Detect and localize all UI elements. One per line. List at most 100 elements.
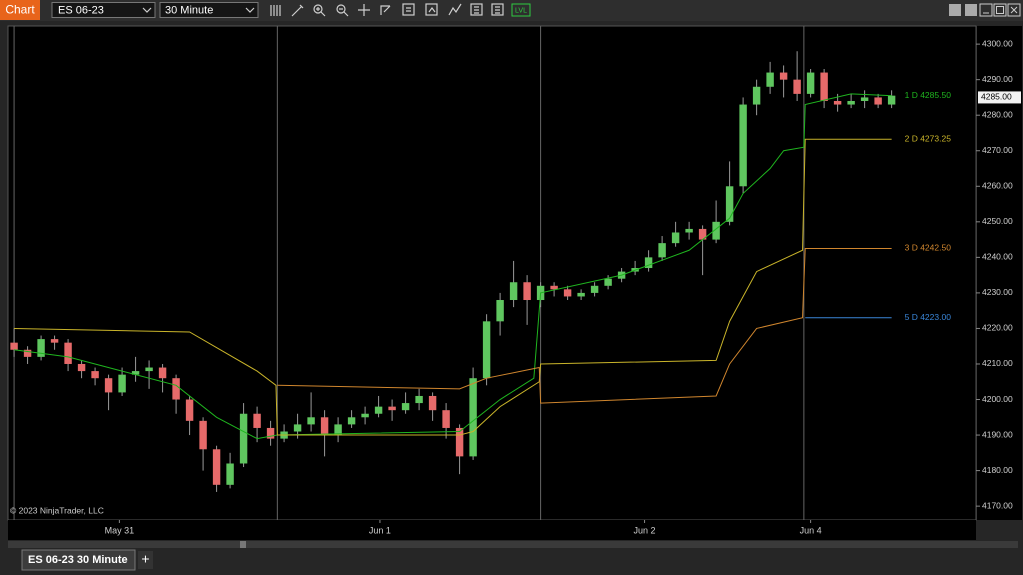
candle-body: [10, 342, 18, 350]
y-tick-label: 4260.00: [982, 181, 1013, 191]
time-axis: [8, 520, 976, 540]
candle-body: [361, 413, 369, 418]
dropdown-arrow: [245, 7, 255, 13]
candle-body: [482, 321, 491, 379]
y-tick-label: 4200.00: [982, 394, 1013, 404]
add-tab-label: +: [141, 551, 149, 567]
candle-body: [212, 449, 221, 485]
candle-body: [334, 424, 342, 436]
candle-body: [131, 371, 140, 375]
y-tick-label: 4190.00: [982, 429, 1013, 439]
candle-body: [563, 289, 572, 297]
y-tick-label: 4270.00: [982, 145, 1013, 155]
level-button[interactable]: [511, 3, 531, 17]
candle-body: [658, 243, 666, 258]
y-tick-label: 4230.00: [982, 287, 1013, 297]
candle-body: [766, 72, 774, 87]
candle-body: [158, 367, 167, 379]
candle-body: [50, 339, 59, 343]
candle-body: [820, 72, 828, 101]
level-label: 3 D 4242.50: [905, 243, 952, 253]
level-badge: LVL: [515, 7, 527, 14]
y-tick-label: 4240.00: [982, 252, 1013, 262]
level-label: 5 D 4223.00: [905, 312, 952, 322]
x-tick-label: Jun 2: [634, 525, 656, 535]
candle-body: [320, 417, 329, 436]
level-line: [277, 247, 892, 404]
x-tick-label: Jun 1: [369, 525, 391, 535]
last-price-box: [978, 91, 1021, 104]
y-tick-label: 4220.00: [982, 323, 1013, 333]
y-tick-label: 4170.00: [982, 500, 1013, 510]
candle-body: [401, 403, 410, 411]
candle-body: [671, 232, 680, 244]
y-tick-label: 4290.00: [982, 74, 1013, 84]
y-tick-label: 4180.00: [982, 465, 1013, 475]
level-line: [14, 138, 892, 436]
interval-select[interactable]: [159, 2, 259, 18]
candle-body: [428, 395, 437, 411]
scrollbar[interactable]: [8, 541, 1018, 548]
candle-body: [806, 72, 815, 94]
candle-body: [847, 100, 855, 105]
tab-label: ES 06-23 30 Minute: [28, 554, 128, 566]
candle-body: [887, 95, 896, 105]
candle-body: [145, 367, 153, 372]
price-axis: [977, 26, 1022, 520]
y-tick-label: 4300.00: [982, 38, 1013, 48]
candle-body: [550, 285, 558, 290]
scroll-thumb[interactable]: [240, 541, 246, 548]
candle-body: [77, 363, 86, 372]
x-tick-label: May 31: [105, 525, 135, 535]
candle-body: [64, 342, 72, 364]
candle-body: [833, 100, 842, 105]
candle-body: [604, 278, 612, 286]
y-tick-label: 4210.00: [982, 358, 1013, 368]
candle-body: [23, 349, 32, 357]
tab[interactable]: [21, 549, 136, 571]
candle-body: [874, 97, 882, 105]
candle-body: [725, 186, 734, 222]
candle-body: [253, 413, 261, 428]
instrument-select[interactable]: [51, 2, 156, 18]
candle-body: [118, 374, 126, 393]
candle-body: [752, 86, 761, 105]
candle-body: [37, 339, 45, 357]
level-label: 2 D 4273.25: [905, 133, 952, 143]
candle-body: [577, 292, 585, 297]
candle-body: [455, 427, 464, 457]
candle-body: [199, 420, 207, 450]
candle-body: [523, 282, 531, 301]
instrument: ES 06-23: [58, 4, 104, 16]
candle-body: [226, 463, 234, 485]
candle-body: [266, 427, 275, 439]
dropdown-arrow: [142, 7, 152, 13]
candle-body: [374, 406, 383, 414]
candle-body: [698, 228, 707, 240]
candle-body: [104, 378, 113, 393]
window-buttons[interactable]: [949, 3, 1021, 17]
chart-tab[interactable]: [0, 0, 40, 20]
candle-body: [91, 371, 99, 379]
candle-body: [347, 417, 356, 425]
candle-body: [644, 257, 653, 269]
level-line: [14, 93, 892, 440]
y-tick-label: 4280.00: [982, 109, 1013, 119]
candle-body: [469, 378, 477, 457]
add-tab[interactable]: [138, 551, 153, 569]
candle-body: [388, 406, 396, 411]
candle-body: [590, 285, 599, 293]
candle-body: [307, 417, 315, 425]
candle-body: [509, 282, 518, 301]
candle-body: [172, 378, 180, 400]
candle-body: [185, 399, 194, 421]
tool-icons[interactable]: [270, 3, 504, 17]
candle-body: [685, 228, 693, 233]
candle-body: [779, 72, 788, 80]
x-tick-label: Jun 4: [800, 525, 822, 535]
interval: 30 Minute: [165, 4, 213, 16]
last-price-label: 4285.00: [981, 92, 1012, 102]
level-label: 1 D 4285.50: [905, 90, 952, 100]
candle-body: [793, 79, 801, 94]
